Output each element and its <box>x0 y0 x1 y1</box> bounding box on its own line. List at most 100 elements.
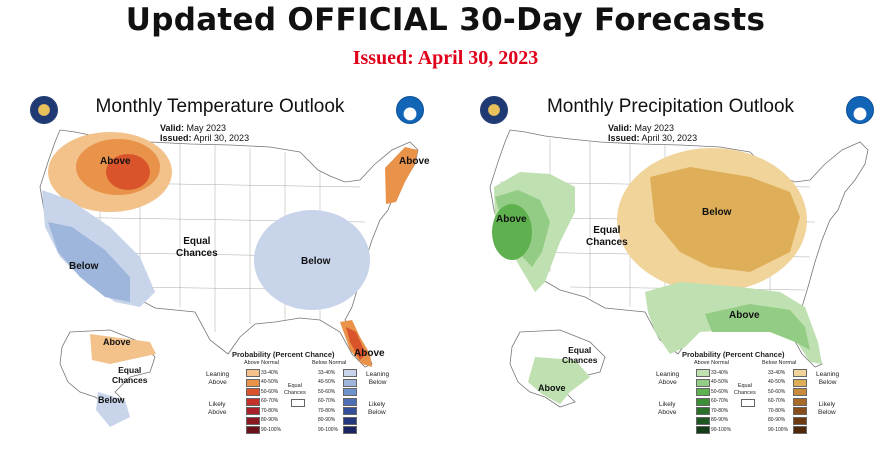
legend-below-range: 40-50% <box>318 379 336 385</box>
legend-below-swatch <box>343 378 357 387</box>
legend-below-range: 90-100% <box>768 426 789 433</box>
legend-above-range: 90-100% <box>711 426 732 433</box>
label-above-west: Above <box>496 214 527 225</box>
legend-equal-swatch <box>291 399 305 407</box>
legend-below-swatch <box>793 426 807 434</box>
legend-below-swatch <box>793 378 807 387</box>
label-equal-chances-ak: Equal Chances <box>562 345 598 365</box>
below-east-region <box>254 210 370 310</box>
legend-above-header: Above Normal <box>244 360 279 366</box>
legend-above-range: 80-90% <box>261 417 279 423</box>
legend-leaning-below: Leaning Below <box>366 371 390 386</box>
legend-above-range: 50-60% <box>711 388 729 395</box>
precip-valid: Valid: May 2023 <box>608 123 675 133</box>
temp-valid: Valid: May 2023 <box>160 123 227 133</box>
legend-above-swatch <box>696 369 710 377</box>
temp-issued: Issued: April 30, 2023 <box>160 133 250 143</box>
legend-below-swatch <box>343 388 357 396</box>
legend-above-swatch <box>246 388 260 396</box>
legend-leaning-above: Leaning Above <box>206 371 230 386</box>
above-ne-region <box>385 147 418 204</box>
precip-issued: Issued: April 30, 2023 <box>608 133 698 143</box>
legend-above-range: 40-50% <box>261 379 279 385</box>
temperature-outlook-panel: Monthly Temperature Outlook Valid: May 2… <box>0 92 440 449</box>
label-below-east: Below <box>301 256 331 267</box>
label-equal-chances: Equal Chances <box>586 225 628 248</box>
legend-above-swatch <box>246 416 260 425</box>
legend-above-range: 40-50% <box>711 379 729 385</box>
legend-likely-below: Likely Below <box>368 401 386 416</box>
label-below-mw: Below <box>702 207 732 218</box>
issued-date: Issued: April 30, 2023 <box>352 47 539 69</box>
legend-below-swatch <box>343 397 357 406</box>
noaa-logo-icon <box>396 96 424 124</box>
legend-below-range: 60-70% <box>768 398 786 404</box>
doc-seal-icon <box>480 96 508 124</box>
legend-below-header: Below Normal <box>762 360 797 366</box>
legend-above-swatch <box>246 426 260 434</box>
legend-above-swatch <box>246 369 260 377</box>
legend-below-range: 70-80% <box>318 407 336 414</box>
label-above-fl: Above <box>354 348 385 359</box>
legend-below-swatch <box>343 407 357 415</box>
legend-below-swatch <box>793 397 807 406</box>
legend-below-range: 33-40% <box>768 369 786 376</box>
legend-below-swatch <box>343 369 357 377</box>
label-above-ak: Above <box>103 337 131 347</box>
legend-above-range: 33-40% <box>711 369 729 376</box>
legend-title: Probability (Percent Chance) <box>682 350 785 359</box>
label-below-ak: Below <box>98 395 125 405</box>
legend-above-header: Above Normal <box>694 360 729 366</box>
legend-below-range: 80-90% <box>768 417 786 423</box>
legend-below-range: 50-60% <box>768 388 786 395</box>
legend-above-range: 80-90% <box>711 417 729 423</box>
legend-above-range: 33-40% <box>261 369 279 376</box>
temperature-title: Monthly Temperature Outlook <box>95 96 345 117</box>
legend-below-range: 90-100% <box>318 426 339 433</box>
legend-above-range: 50-60% <box>261 388 279 395</box>
precipitation-legend: Probability (Percent Chance) Above Norma… <box>646 350 840 445</box>
legend-equal-swatch <box>741 399 755 407</box>
legend-below-range: 70-80% <box>768 407 786 414</box>
legend-below-swatch <box>793 416 807 425</box>
legend-below-swatch <box>343 416 357 425</box>
precipitation-outlook-panel: Monthly Precipitation Outlook Valid: May… <box>450 92 891 449</box>
legend-likely-below: Likely Below <box>818 401 836 416</box>
legend-leaning-below: Leaning Below <box>816 371 840 386</box>
legend-below-range: 50-60% <box>318 388 336 395</box>
legend-below-range: 40-50% <box>768 379 786 385</box>
label-above-ak: Above <box>538 383 566 393</box>
label-above-se: Above <box>729 310 760 321</box>
legend-below-range: 80-90% <box>318 417 336 423</box>
legend-likely-above: Likely Above <box>208 401 227 416</box>
legend-below-swatch <box>343 426 357 434</box>
legend-below-swatch <box>793 369 807 377</box>
legend-below-header: Below Normal <box>312 360 347 366</box>
label-below-west: Below <box>69 261 99 272</box>
legend-above-swatch <box>696 416 710 425</box>
label-equal-chances-ak: Equal Chances <box>112 365 148 385</box>
precipitation-map <box>489 129 869 408</box>
legend-above-range: 60-70% <box>711 398 729 404</box>
legend-equal-chances: Equal Chances <box>284 383 306 396</box>
legend-above-range: 60-70% <box>261 398 279 404</box>
legend-above-swatch <box>696 407 710 415</box>
legend-above-swatch <box>246 407 260 415</box>
doc-seal-icon <box>30 96 58 124</box>
legend-above-swatch <box>696 378 710 387</box>
label-equal-chances: Equal Chances <box>176 236 218 259</box>
legend-above-range: 70-80% <box>261 407 279 414</box>
precipitation-title: Monthly Precipitation Outlook <box>546 96 795 117</box>
legend-below-swatch <box>793 407 807 415</box>
legend-above-swatch <box>696 397 710 406</box>
legend-below-swatch <box>793 388 807 396</box>
legend-equal-chances: Equal Chances <box>734 383 756 396</box>
legend-likely-above: Likely Above <box>658 401 677 416</box>
legend-above-swatch <box>246 397 260 406</box>
temperature-map <box>39 129 419 427</box>
legend-below-range: 60-70% <box>318 398 336 404</box>
legend-above-swatch <box>696 388 710 396</box>
legend-above-range: 90-100% <box>261 426 282 433</box>
temperature-legend: Probability (Percent Chance) Above Norma… <box>196 350 390 445</box>
legend-above-swatch <box>246 378 260 387</box>
